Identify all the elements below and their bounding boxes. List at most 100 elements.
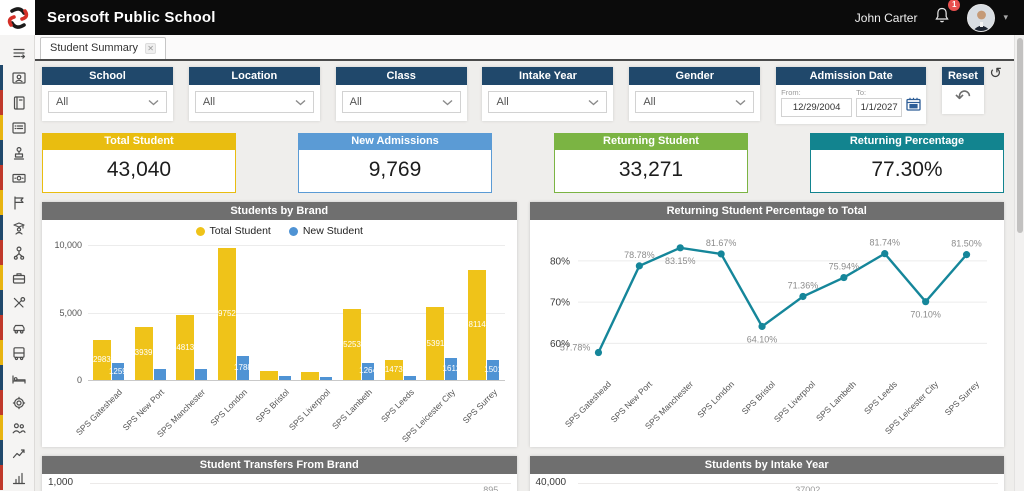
kpi-label: Returning Percentage: [810, 133, 1004, 150]
data-point[interactable]: [635, 262, 643, 270]
bar-chart-icon: [12, 472, 25, 484]
filter-dropdown[interactable]: All: [341, 91, 461, 113]
sidebar-item-gear[interactable]: [0, 390, 34, 415]
data-point[interactable]: [798, 292, 807, 301]
bar-new-student[interactable]: [195, 368, 208, 380]
avatar-menu-caret-icon[interactable]: ▾: [1003, 12, 1008, 22]
data-point[interactable]: [757, 322, 766, 331]
bar-new-student[interactable]: [236, 355, 249, 380]
data-point[interactable]: [676, 244, 684, 252]
sidebar-item-menu[interactable]: [0, 40, 34, 65]
notification-bell-icon[interactable]: 1: [933, 0, 961, 30]
bar-chart-plot[interactable]: 10,000 5,000 0 2983 1259 SPS Gateshead 3939 SPS…: [52, 240, 509, 447]
reset-button[interactable]: Reset: [941, 67, 984, 85]
bar-data-label: 4813: [176, 342, 195, 352]
sidebar-item-bed[interactable]: [0, 365, 34, 390]
bar-new-student[interactable]: [320, 377, 333, 380]
bar-total-student[interactable]: [217, 248, 236, 380]
sidebar-item-tools[interactable]: [0, 290, 34, 315]
data-label: 37002: [795, 485, 821, 491]
bar-data-label: 1473: [384, 365, 403, 375]
filter-dropdown[interactable]: All: [194, 91, 314, 113]
bar-new-student[interactable]: [362, 362, 375, 380]
bar-total-student[interactable]: [176, 315, 195, 380]
date-from-input[interactable]: 12/29/2004: [781, 98, 853, 117]
bar-new-student[interactable]: [487, 359, 500, 380]
date-from-label: From:: [781, 88, 801, 97]
tab-student-summary[interactable]: Student Summary ✕: [40, 37, 167, 59]
x-axis-label: SPS Liverpool: [287, 387, 333, 433]
user-name[interactable]: John Carter: [854, 10, 918, 25]
bar-new-student[interactable]: [153, 368, 166, 380]
vertical-scrollbar[interactable]: [1014, 35, 1024, 491]
sidebar-item-org-chart[interactable]: [0, 240, 34, 265]
x-axis-label: SPS Surrey: [460, 387, 500, 426]
filter-admission-date: Admission Date From: 12/29/2004 To: 1/1/…: [776, 67, 927, 124]
bar-total-student[interactable]: [468, 270, 487, 380]
bar-total-student[interactable]: [426, 307, 445, 380]
sidebar-item-briefcase[interactable]: [0, 265, 34, 290]
kpi-value: 33,271: [554, 150, 748, 193]
data-point[interactable]: [594, 348, 602, 357]
bar-new-student[interactable]: [278, 376, 291, 380]
data-point[interactable]: [880, 250, 888, 258]
bar-data-label: 9752: [218, 309, 236, 319]
data-point[interactable]: [717, 250, 725, 258]
sidebar-item-car[interactable]: [0, 315, 34, 340]
filter-dropdown[interactable]: All: [635, 91, 755, 113]
bar-total-student[interactable]: [259, 370, 278, 380]
bar-new-student[interactable]: [111, 363, 124, 380]
graduate-icon: [12, 221, 25, 235]
data-point[interactable]: [921, 298, 929, 306]
sidebar-item-flag[interactable]: [0, 190, 34, 215]
chart-title: Student Transfers From Brand: [42, 456, 517, 474]
bar-total-student[interactable]: [92, 339, 111, 380]
sidebar-item-graduate[interactable]: [0, 215, 34, 240]
chevron-down-icon: [442, 99, 453, 105]
chevron-down-icon: [735, 99, 746, 105]
legend-item[interactable]: New Student: [288, 225, 363, 237]
bar-total-student[interactable]: [301, 371, 320, 380]
sidebar-item-money[interactable]: [0, 165, 34, 190]
gridline: [88, 245, 505, 246]
line-series: [596, 246, 967, 354]
filter-location: Location All: [188, 67, 320, 121]
bar-new-student[interactable]: [445, 358, 458, 380]
legend-label: Total Student: [209, 225, 271, 237]
id-card-icon: [11, 71, 26, 84]
bar-total-student[interactable]: [384, 360, 403, 380]
data-point[interactable]: [839, 273, 847, 282]
bar-total-student[interactable]: [343, 309, 362, 380]
date-to-input[interactable]: 1/1/2027: [856, 98, 903, 117]
partial-chart-body[interactable]: 40,000 37002: [530, 474, 1005, 491]
y-axis-tick: 70%: [549, 298, 569, 309]
filter-dropdown[interactable]: All: [48, 91, 167, 113]
sidebar-item-trend-chart[interactable]: [0, 440, 34, 465]
sidebar-item-users[interactable]: [0, 415, 34, 440]
bar-total-student[interactable]: [134, 326, 153, 380]
refresh-icon[interactable]: ↺: [989, 65, 1002, 82]
partial-chart-body[interactable]: 1,000 895: [42, 474, 517, 491]
undo-icon[interactable]: ↶: [955, 87, 971, 108]
sidebar-item-bar-chart[interactable]: [0, 465, 34, 490]
data-point[interactable]: [962, 251, 970, 259]
x-axis-label: SPS Bristol: [739, 379, 777, 417]
calendar-icon[interactable]: [906, 97, 921, 117]
line-chart-plot[interactable]: 80% 70% 60% 57.78% 78.78% 83.15% 81.67% 64.10% 7…: [538, 224, 997, 436]
avatar[interactable]: [967, 3, 996, 32]
filter-dropdown[interactable]: All: [488, 91, 608, 113]
tab-close-icon[interactable]: ✕: [145, 42, 157, 54]
y-axis-tick: 60%: [549, 339, 569, 350]
chevron-down-icon: [295, 99, 306, 105]
scrollbar-thumb[interactable]: [1017, 38, 1023, 233]
sidebar-item-podium-person[interactable]: [0, 140, 34, 165]
bar-data-label: 5253: [343, 339, 361, 349]
sidebar-item-checklist[interactable]: [0, 115, 34, 140]
bar-new-student[interactable]: [403, 376, 416, 380]
sidebar-item-book[interactable]: [0, 90, 34, 115]
legend-item[interactable]: Total Student: [195, 225, 271, 237]
sidebar-item-id-card[interactable]: [0, 65, 34, 90]
bar-data-label: 3939: [134, 348, 153, 358]
filter-value: All: [56, 96, 69, 108]
sidebar-item-bus[interactable]: [0, 340, 34, 365]
